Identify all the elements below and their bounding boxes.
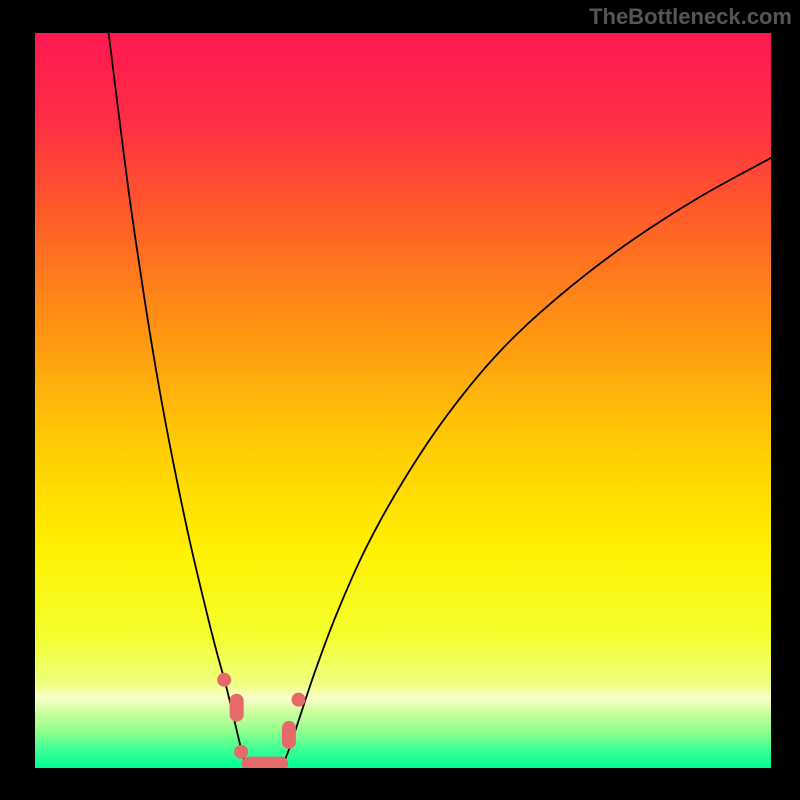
data-marker — [217, 673, 231, 687]
data-marker — [230, 694, 244, 722]
chart-plot — [35, 33, 771, 768]
data-marker — [260, 757, 288, 768]
data-marker — [291, 693, 305, 707]
watermark-text: TheBottleneck.com — [589, 4, 792, 30]
data-marker — [234, 745, 248, 759]
chart-background — [35, 33, 771, 768]
data-marker — [282, 721, 296, 749]
